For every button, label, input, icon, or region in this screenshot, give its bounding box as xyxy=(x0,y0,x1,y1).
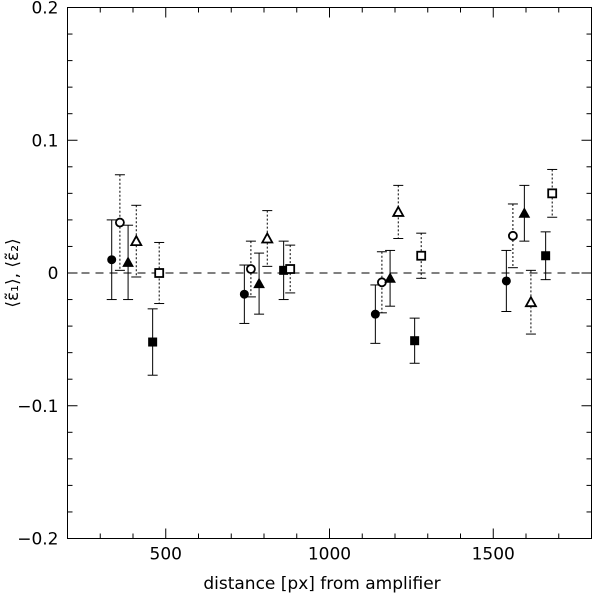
marker-circle xyxy=(239,289,249,299)
x-tick-label: 1500 xyxy=(472,545,515,565)
data-point-open-triangle xyxy=(524,269,538,335)
marker-square xyxy=(285,264,296,274)
marker-triangle xyxy=(518,207,531,218)
data-point-filled-triangle xyxy=(384,249,396,307)
data-point-open-square xyxy=(416,232,427,279)
x-axis-title: distance [px] from amplifier xyxy=(203,574,440,594)
data-point-open-circle xyxy=(507,203,518,269)
marker-triangle xyxy=(122,256,134,267)
marker-square xyxy=(416,250,427,261)
marker-circle xyxy=(370,309,380,319)
plot-frame xyxy=(67,7,592,539)
data-point-filled-triangle xyxy=(122,224,134,301)
y-tick-labels: −0.2 −0.1 0 0.1 0.2 xyxy=(17,0,58,550)
marker-square xyxy=(541,251,551,261)
y-tick-label: 0 xyxy=(48,264,59,284)
data-point-open-triangle xyxy=(260,210,274,267)
x-tick-label: 1000 xyxy=(308,545,351,565)
data-point-open-circle xyxy=(114,174,125,271)
data-point-filled-square xyxy=(147,308,158,376)
data-point-filled-square xyxy=(409,317,420,364)
marker-circle xyxy=(107,255,117,265)
data-point-filled-triangle xyxy=(253,252,265,315)
data-point-filled-circle xyxy=(370,284,381,344)
marker-triangle xyxy=(129,234,143,247)
data-point-open-square xyxy=(285,244,296,294)
data-point-open-triangle xyxy=(391,184,405,239)
marker-square xyxy=(154,268,165,278)
marker-circle xyxy=(501,276,511,286)
y-axis-title: ⟨ε̃₁⟩, ⟨ε̃₂⟩ xyxy=(3,238,23,307)
y-tick-label: 0.1 xyxy=(31,131,58,151)
marker-circle xyxy=(508,230,518,241)
data-point-filled-circle xyxy=(239,264,250,324)
y-tick-label: −0.1 xyxy=(17,397,58,417)
axis-ticks xyxy=(67,7,592,539)
data-point-filled-circle xyxy=(106,219,117,301)
data-point-open-circle xyxy=(245,240,256,298)
x-tick-labels: 500 1000 1500 xyxy=(150,545,515,565)
x-tick-label: 500 xyxy=(150,545,182,565)
y-tick-label: −0.2 xyxy=(17,530,58,550)
marker-square xyxy=(148,337,158,347)
marker-triangle xyxy=(260,231,274,244)
marker-circle xyxy=(115,217,125,228)
data-point-filled-square xyxy=(540,231,551,281)
marker-triangle xyxy=(524,295,538,308)
marker-triangle xyxy=(384,272,396,283)
data-point-open-square xyxy=(154,241,165,305)
y-tick-label: 0.2 xyxy=(31,0,58,19)
data-point-open-square xyxy=(547,168,558,218)
data-points xyxy=(106,168,558,376)
data-point-filled-circle xyxy=(501,249,512,312)
marker-triangle xyxy=(391,205,405,217)
marker-triangle xyxy=(253,277,265,289)
marker-square xyxy=(410,336,420,346)
marker-circle xyxy=(245,264,256,274)
data-point-filled-triangle xyxy=(518,184,531,242)
marker-square xyxy=(547,188,558,199)
data-point-open-triangle xyxy=(129,204,143,278)
